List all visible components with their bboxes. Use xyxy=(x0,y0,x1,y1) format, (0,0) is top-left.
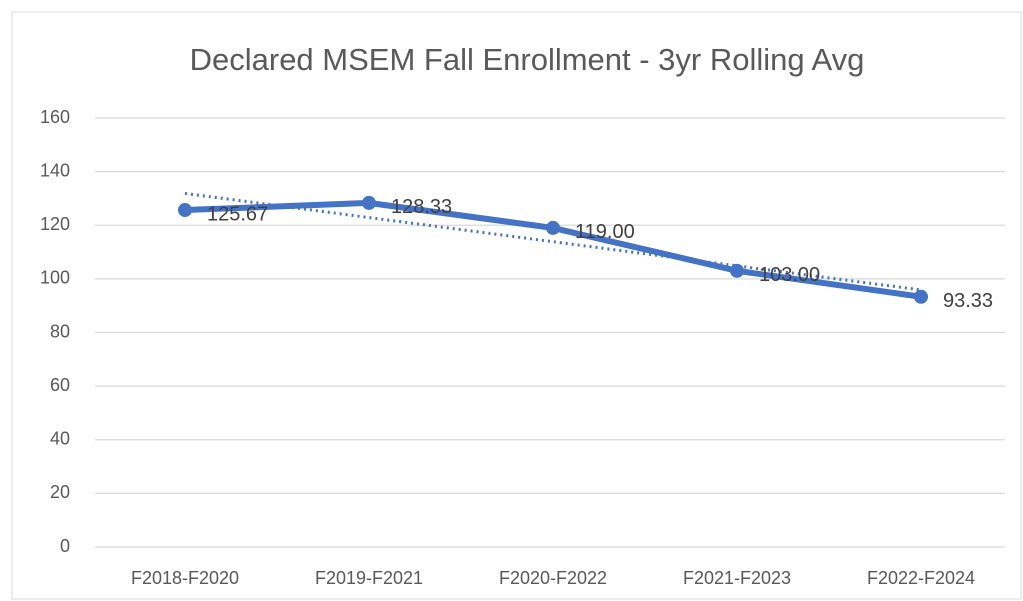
y-tick-label: 160 xyxy=(40,107,70,127)
data-label: 93.33 xyxy=(943,290,993,312)
y-tick-label: 0 xyxy=(60,536,70,556)
x-tick-label: F2021-F2023 xyxy=(683,568,791,588)
data-label: 128.33 xyxy=(391,196,452,218)
trendline xyxy=(184,191,922,292)
data-label: 125.67 xyxy=(207,203,268,225)
point xyxy=(546,220,560,235)
y-tick-label: 140 xyxy=(40,160,70,180)
point xyxy=(178,203,192,218)
data-label: 103.00 xyxy=(759,264,820,286)
x-tick-label: F2018-F2020 xyxy=(131,568,239,588)
y-tick-label: 100 xyxy=(40,268,70,288)
x-tick-label: F2022-F2024 xyxy=(867,568,975,588)
y-tick-label: 40 xyxy=(50,429,70,449)
point xyxy=(730,263,744,278)
data-label: 119.00 xyxy=(575,221,635,243)
chart-title: Declared MSEM Fall Enrollment - 3yr Roll… xyxy=(190,42,865,77)
y-tick-label: 80 xyxy=(50,321,70,341)
y-tick-label: 60 xyxy=(50,375,70,395)
x-tick-label: F2019-F2021 xyxy=(315,568,423,588)
y-tick-label: 120 xyxy=(40,214,70,234)
x-tick-label: F2020-F2022 xyxy=(499,568,607,588)
chart-border xyxy=(11,11,1022,600)
point xyxy=(362,195,376,210)
point xyxy=(914,289,928,304)
y-tick-label: 20 xyxy=(50,482,70,502)
